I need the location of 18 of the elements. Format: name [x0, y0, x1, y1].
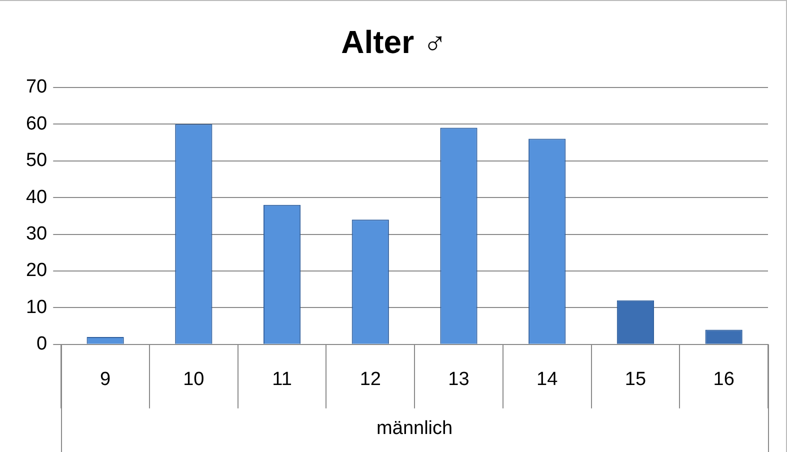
y-tick-label: 20 — [26, 260, 48, 282]
x-tick-label: 13 — [448, 369, 470, 390]
x-tick-label: 11 — [272, 369, 292, 390]
y-tick-label: 30 — [26, 223, 48, 244]
x-tick-label: 15 — [624, 369, 646, 390]
y-tick-label: 0 — [36, 334, 48, 355]
y-tick-label: 10 — [26, 296, 48, 318]
y-tick-label: 60 — [26, 113, 48, 134]
x-tick-label: 9 — [100, 369, 111, 390]
x-tick-label: 14 — [536, 369, 558, 390]
y-tick-label: 40 — [26, 186, 48, 208]
y-tick-label: 70 — [26, 76, 48, 98]
y-tick-label: 50 — [26, 150, 48, 172]
x-tick-label: 10 — [183, 369, 204, 390]
x-tick-label: 12 — [360, 369, 381, 390]
chart-title: Alter ♂ — [341, 24, 447, 60]
x-axis-title: männlich — [376, 418, 453, 439]
x-tick-label: 16 — [713, 369, 734, 390]
